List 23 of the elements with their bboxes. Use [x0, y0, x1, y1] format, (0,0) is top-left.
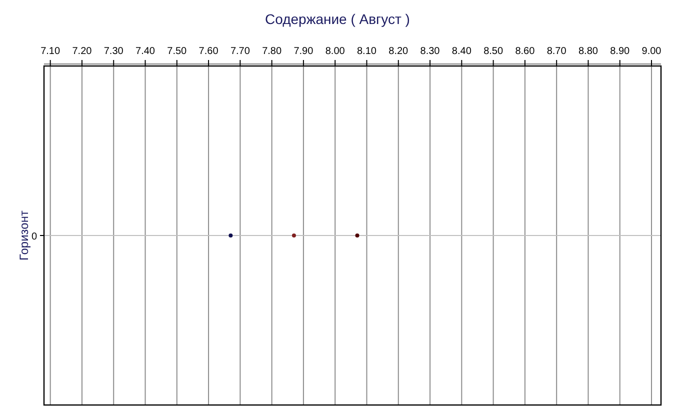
x-tick-label: 7.70: [230, 46, 250, 57]
y-axis-title: Горизонт: [17, 210, 31, 260]
x-tick-label: 7.10: [40, 46, 60, 57]
x-tick-label: 7.30: [104, 46, 124, 57]
x-tick-label: 7.90: [294, 46, 314, 57]
x-tick-label: 9.00: [642, 46, 662, 57]
x-tick-label: 8.30: [420, 46, 440, 57]
x-tick-label: 7.80: [262, 46, 282, 57]
x-tick-label: 8.90: [610, 46, 630, 57]
chart-title: Содержание ( Август ): [265, 11, 410, 27]
x-tick-label: 8.20: [388, 46, 409, 57]
x-tick-label: 8.70: [546, 46, 567, 57]
x-tick-label: 7.60: [198, 46, 219, 57]
x-tick-label: 8.80: [578, 46, 598, 57]
x-tick-label: 8.00: [325, 46, 346, 57]
y-tick-label: 0: [31, 232, 38, 242]
x-tick-label: 8.60: [515, 46, 536, 57]
x-tick-label: 8.10: [357, 46, 377, 57]
x-tick-label: 8.40: [452, 46, 472, 57]
x-tick-label: 7.50: [167, 46, 188, 57]
x-tick-label: 7.40: [136, 46, 156, 57]
x-tick-label: 8.50: [484, 46, 504, 57]
x-tick-label: 7.20: [72, 46, 92, 57]
